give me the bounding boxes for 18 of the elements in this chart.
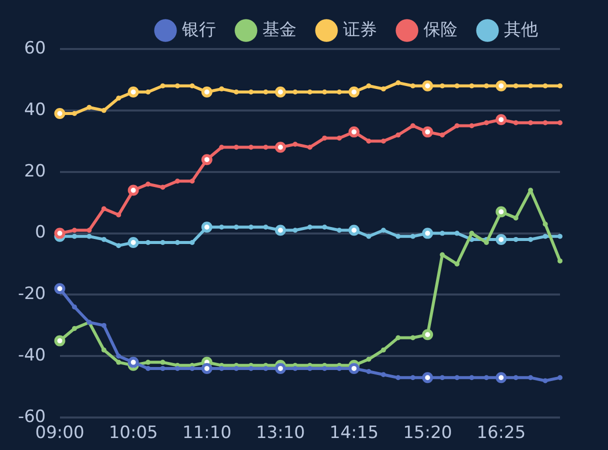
y-tick-label: -20 (18, 284, 46, 304)
x-tick-label: 14:15 (330, 423, 379, 444)
y-tick-label: 0 (34, 222, 46, 243)
y-tick-label: 60 (24, 38, 46, 58)
legend-label: 其他 (504, 20, 538, 40)
legend-label: 证券 (343, 20, 377, 40)
legend-label: 银行 (181, 20, 216, 40)
legend-label: 基金 (262, 20, 296, 40)
x-tick-label: 15:20 (403, 423, 452, 444)
x-tick-label: 11:10 (182, 423, 232, 444)
y-tick-label: 20 (24, 161, 46, 182)
y-tick-label: 40 (24, 100, 46, 120)
y-tick-label: -40 (18, 346, 46, 366)
x-tick-label: 16:25 (476, 423, 526, 444)
x-tick-label: 13:10 (256, 423, 305, 444)
x-tick-label: 10:05 (108, 423, 158, 444)
x-tick-label: 09:00 (35, 423, 84, 444)
legend-label: 保险 (424, 20, 458, 40)
